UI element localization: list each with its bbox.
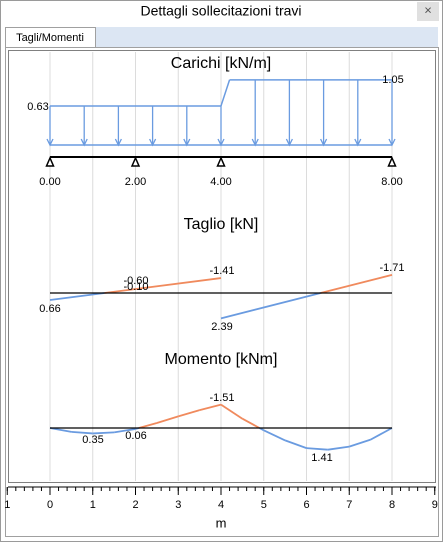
moment-label: 1.41 (311, 452, 332, 464)
moment-line (284, 439, 307, 449)
arrow-head (46, 138, 54, 147)
tick-label: 8 (389, 499, 395, 511)
support-label: 8.00 (381, 176, 402, 188)
shear-title: Taglio [kN] (184, 216, 259, 233)
shear-label: 2.39 (211, 321, 232, 333)
support (216, 156, 226, 167)
tick-label: 6 (303, 499, 309, 511)
support-label: 0.00 (39, 176, 60, 188)
moment-label: 0.06 (125, 430, 146, 442)
arrow-head (354, 138, 362, 147)
tick-label: 2 (132, 499, 138, 511)
tick-label: 7 (346, 499, 352, 511)
load-label: 0.63 (27, 101, 48, 113)
tick-label: 3 (175, 499, 181, 511)
arrow-head (183, 138, 191, 147)
arrow-head (251, 138, 259, 147)
moment-line (113, 428, 136, 434)
shear-label: -1.41 (209, 265, 234, 277)
tick-label: 5 (261, 499, 267, 511)
arrow-head (217, 138, 225, 147)
tab-label[interactable]: Tagli/Momenti (16, 32, 84, 44)
arrow-head (388, 138, 396, 147)
moment-line (306, 447, 328, 451)
support (130, 156, 141, 167)
arrow-head (80, 138, 88, 147)
window-title: Dettagli sollecitazioni travi (140, 3, 301, 19)
moment-line (156, 415, 179, 424)
load-line (220, 79, 231, 107)
moment-line (370, 427, 393, 441)
shear-label: -1.71 (379, 262, 404, 274)
close-icon[interactable]: × (424, 2, 432, 17)
moment-title: Momento [kNm] (165, 351, 278, 368)
arrow-head (114, 138, 122, 147)
moment-line (348, 438, 371, 448)
shear-line (49, 292, 105, 301)
moment-line (49, 427, 72, 433)
moment-line (263, 429, 286, 442)
shear-label: -0.10 (123, 281, 148, 293)
tick-label: 9 (432, 499, 438, 511)
loads-title: Carichi [kN/m] (171, 55, 271, 72)
support (387, 156, 397, 167)
shear-label: 0.66 (39, 303, 60, 315)
close-button[interactable] (417, 2, 439, 21)
tick-label: 1 (4, 499, 10, 511)
moment-line (177, 409, 200, 418)
support (45, 156, 55, 167)
axis-label: m (216, 515, 227, 530)
moment-line (138, 422, 158, 429)
moment-label: -1.51 (209, 392, 234, 404)
moment-line (71, 430, 93, 435)
arrow-head (285, 138, 293, 147)
support-label: 2.00 (125, 176, 146, 188)
tick-label: 4 (218, 499, 224, 511)
arrow-head (149, 138, 157, 147)
tick-label: 0 (47, 499, 53, 511)
moment-line (241, 417, 260, 429)
moment-line (327, 445, 350, 451)
shear-line (220, 292, 321, 320)
arrow-head (320, 138, 328, 147)
shear-line (320, 274, 393, 294)
tick-label: 1 (90, 499, 96, 511)
load-label: 1.05 (382, 74, 403, 86)
support-label: 4.00 (210, 176, 231, 188)
plot-frame (8, 50, 436, 483)
tab-strip (5, 27, 438, 48)
moment-line (92, 431, 115, 435)
shear-label: -0.60 (123, 275, 148, 287)
title-bar (1, 1, 442, 23)
moment-line (220, 403, 243, 420)
moment-line (199, 403, 222, 412)
shear-line (104, 277, 222, 294)
moment-label: 0.35 (82, 434, 103, 446)
